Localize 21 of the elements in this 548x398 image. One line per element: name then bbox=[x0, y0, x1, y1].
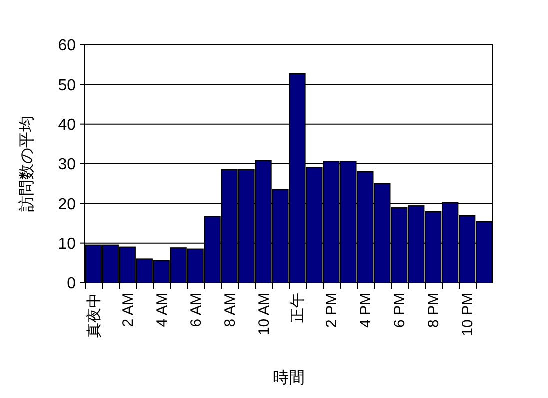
y-tick-label: 30 bbox=[58, 156, 76, 174]
x-tick-label: 10 AM bbox=[256, 293, 273, 336]
y-axis-title: 訪問数の平均 bbox=[18, 116, 36, 212]
x-tick-label: 2 AM bbox=[120, 293, 137, 328]
x-tick-label: 真夜中 bbox=[86, 293, 103, 338]
x-tick-label: 正午 bbox=[290, 293, 307, 323]
y-tick-label: 50 bbox=[58, 77, 76, 94]
y-tick-label: 10 bbox=[58, 236, 76, 253]
x-tick-label: 4 AM bbox=[154, 293, 171, 328]
y-tick-label: 60 bbox=[58, 38, 76, 55]
y-tick-label: 0 bbox=[67, 276, 76, 293]
x-tick-label: 2 PM bbox=[324, 293, 341, 328]
x-axis-title: 時間 bbox=[273, 369, 305, 387]
x-tick-label: 4 PM bbox=[358, 293, 375, 328]
x-tick-label: 8 PM bbox=[426, 293, 443, 328]
x-tick-label: 8 AM bbox=[222, 293, 239, 328]
y-tick-label: 20 bbox=[58, 196, 76, 214]
x-tick-label: 6 PM bbox=[392, 293, 409, 328]
x-tick-label: 6 AM bbox=[188, 293, 205, 328]
y-tick-label: 40 bbox=[58, 116, 76, 134]
x-tick-label: 10 PM bbox=[460, 293, 477, 336]
